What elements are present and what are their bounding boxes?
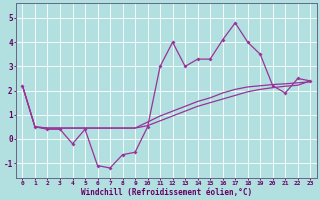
X-axis label: Windchill (Refroidissement éolien,°C): Windchill (Refroidissement éolien,°C) bbox=[81, 188, 252, 197]
